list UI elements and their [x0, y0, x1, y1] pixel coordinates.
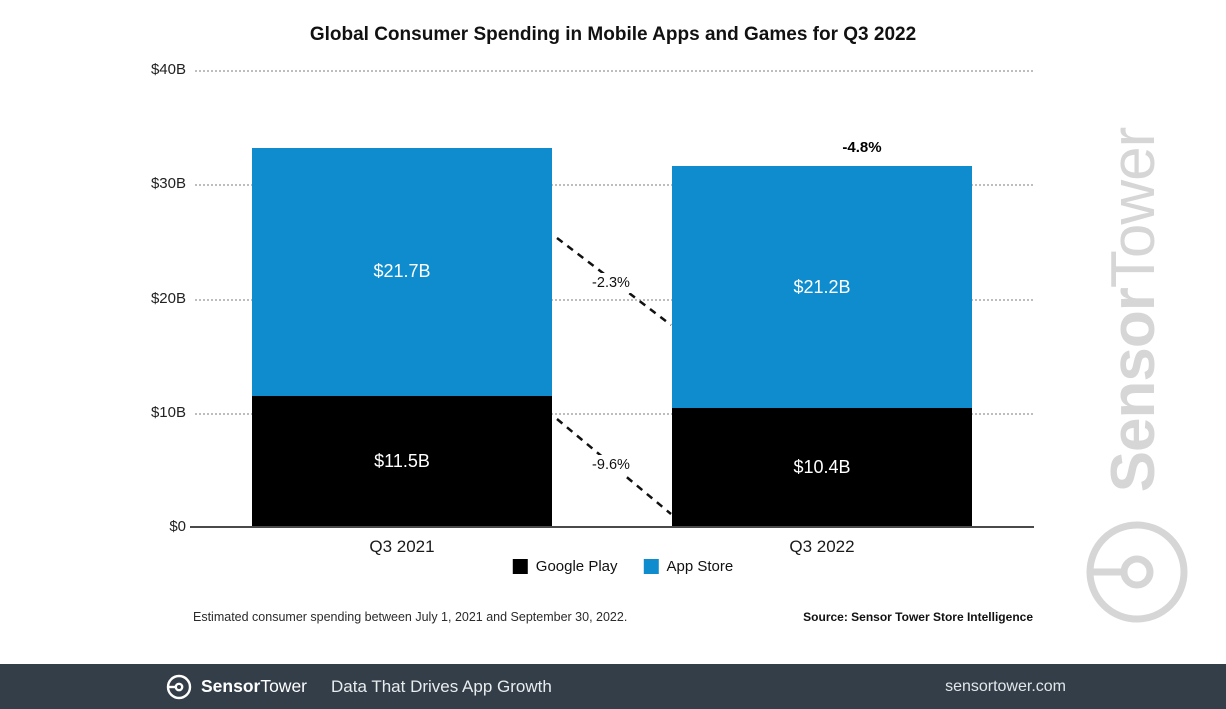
footer-brand-light: Tower [260, 676, 308, 696]
footer-brand: SensorTower [201, 676, 307, 697]
sensor-tower-logo-icon [166, 674, 192, 699]
bar-segment-google-play-q3-2021: $11.5B [252, 395, 552, 527]
legend: Google Play App Store [512, 558, 734, 575]
bar-segment-app-store-q3-2021: $21.7B [252, 147, 552, 396]
google-play-swatch-icon [512, 559, 528, 574]
segment-value-label: $21.7B [373, 261, 431, 282]
footer-left: SensorTower Data That Drives App Growth [166, 674, 552, 700]
app-store-swatch-icon [643, 559, 659, 574]
sensor-tower-logo-watermark [1086, 521, 1188, 623]
gridline-30b [195, 184, 1033, 186]
footer-brand-bold: Sensor [201, 676, 261, 696]
bar-q3-2021: $21.7B $11.5B [252, 147, 552, 527]
legend-label: App Store [666, 558, 734, 575]
source-credit: Source: Sensor Tower Store Intelligence [803, 610, 1033, 624]
annotation-total-change: -4.8% [842, 139, 882, 156]
gridline-40b [195, 70, 1033, 72]
watermark-brand-light: Tower [1099, 127, 1168, 289]
ytick-20b: $20B [150, 290, 186, 307]
xlabel-q3-2021: Q3 2021 [369, 537, 435, 556]
legend-item-google-play: Google Play [512, 558, 618, 575]
x-axis-line [190, 526, 1034, 528]
legend-label: Google Play [535, 558, 618, 575]
segment-value-label: $21.2B [793, 276, 851, 297]
segment-value-label: $11.5B [374, 450, 430, 471]
watermark-brand-bold: Sensor [1099, 288, 1168, 493]
segment-value-label: $10.4B [793, 457, 851, 478]
watermark-brand: SensorTower [1094, 80, 1174, 540]
footer-tagline: Data That Drives App Growth [331, 676, 552, 696]
ytick-10b: $10B [150, 404, 186, 421]
ytick-30b: $30B [150, 175, 186, 192]
chart-title: Global Consumer Spending in Mobile Apps … [309, 24, 917, 45]
gridline-10b [195, 413, 1033, 415]
footer-bar: SensorTower Data That Drives App Growth … [0, 664, 1226, 709]
ytick-40b: $40B [150, 61, 186, 78]
xlabel-q3-2022: Q3 2022 [789, 537, 855, 556]
annotation-google-play-change: -9.6% [588, 455, 634, 475]
bar-q3-2022: $21.2B $10.4B [672, 165, 972, 527]
footer-website: sensortower.com [945, 677, 1066, 695]
annotation-app-store-change: -2.3% [588, 273, 634, 293]
ytick-0: $0 [169, 518, 186, 535]
footnote: Estimated consumer spending between July… [193, 610, 628, 624]
legend-item-app-store: App Store [643, 558, 734, 575]
bar-segment-google-play-q3-2022: $10.4B [672, 408, 972, 527]
bar-segment-app-store-q3-2022: $21.2B [672, 165, 972, 409]
